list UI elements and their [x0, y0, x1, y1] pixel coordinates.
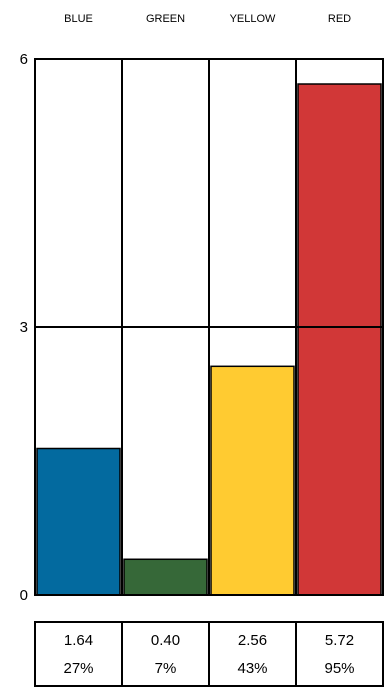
- y-tick-label: 6: [20, 51, 28, 68]
- category-label-blue: BLUE: [64, 13, 93, 25]
- category-label-green: GREEN: [146, 13, 185, 25]
- table-value-red: 5.72: [325, 632, 354, 649]
- table-percent-yellow: 43%: [237, 660, 267, 677]
- table-percent-red: 95%: [324, 660, 354, 677]
- table-percent-blue: 27%: [63, 660, 93, 677]
- table-value-blue: 1.64: [64, 632, 93, 649]
- category-label-red: RED: [328, 13, 351, 25]
- bar-red: [297, 83, 382, 596]
- table-value-green: 0.40: [151, 632, 180, 649]
- bar-green: [123, 558, 208, 596]
- bar-blue: [36, 447, 121, 596]
- y-tick-label: 3: [20, 319, 28, 336]
- table-value-yellow: 2.56: [238, 632, 267, 649]
- y-tick-label: 0: [20, 587, 28, 604]
- table-percent-green: 7%: [155, 660, 177, 677]
- category-label-yellow: YELLOW: [230, 13, 276, 25]
- bar-yellow: [210, 365, 295, 596]
